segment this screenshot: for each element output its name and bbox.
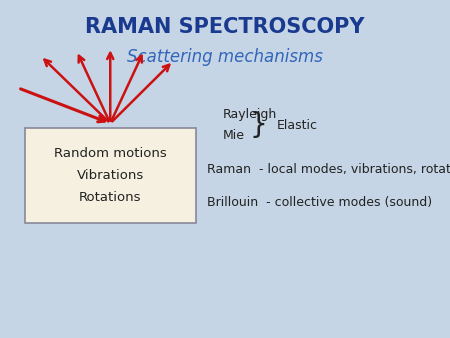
Text: Random motions: Random motions [54, 147, 166, 160]
Bar [25, 128, 196, 223]
Text: Vibrations: Vibrations [76, 169, 144, 182]
Text: Scattering mechanisms: Scattering mechanisms [127, 48, 323, 67]
Text: Rayleigh: Rayleigh [223, 108, 277, 121]
Text: Mie: Mie [223, 129, 245, 142]
Text: Rotations: Rotations [79, 191, 141, 204]
Text: }: } [250, 111, 268, 139]
Text: Elastic: Elastic [277, 119, 318, 131]
Text: Raman  - local modes, vibrations, rotations: Raman - local modes, vibrations, rotatio… [207, 163, 450, 175]
Text: Brillouin  - collective modes (sound): Brillouin - collective modes (sound) [207, 196, 432, 209]
Text: RAMAN SPECTROSCOPY: RAMAN SPECTROSCOPY [85, 17, 365, 37]
